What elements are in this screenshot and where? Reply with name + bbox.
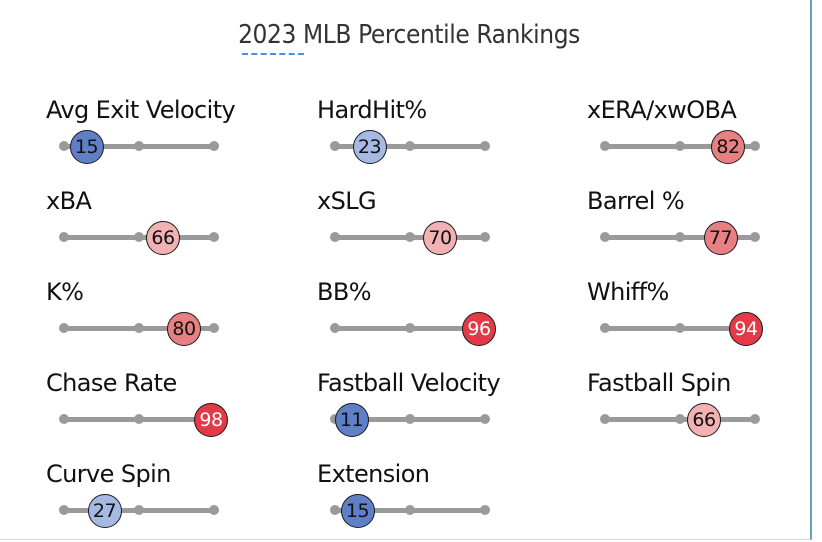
metric-label: K% xyxy=(46,278,84,306)
metric-hardhit: HardHit% 23 xyxy=(317,96,547,176)
track-tick xyxy=(600,232,610,242)
track-tick xyxy=(750,414,760,424)
track-tick xyxy=(600,323,610,333)
track-tick xyxy=(209,232,219,242)
track-tick xyxy=(405,232,415,242)
track-tick xyxy=(134,323,144,333)
track-tick xyxy=(675,414,685,424)
percentile-bubble: 82 xyxy=(711,130,745,164)
metric-label: Extension xyxy=(317,460,430,488)
track-tick xyxy=(750,232,760,242)
metric-chase-rate: Chase Rate 98 xyxy=(46,369,276,449)
metric-extension: Extension 15 xyxy=(317,460,547,540)
percentile-bubble: 94 xyxy=(729,312,763,346)
track-tick xyxy=(59,505,69,515)
track-tick xyxy=(209,505,219,515)
track-tick xyxy=(209,141,219,151)
track-tick xyxy=(675,323,685,333)
track-tick xyxy=(480,414,490,424)
percentile-bubble: 66 xyxy=(687,403,721,437)
metric-k: K% 80 xyxy=(46,278,276,358)
track-tick xyxy=(675,141,685,151)
track-tick xyxy=(600,414,610,424)
percentile-bubble: 66 xyxy=(146,221,180,255)
track-tick xyxy=(405,323,415,333)
title-underline xyxy=(242,53,304,55)
track-tick xyxy=(330,141,340,151)
metric-label: Curve Spin xyxy=(46,460,171,488)
metric-label: BB% xyxy=(317,278,372,306)
track-tick xyxy=(330,323,340,333)
track-tick xyxy=(59,141,69,151)
percentile-bubble: 70 xyxy=(423,221,457,255)
metric-whiff: Whiff% 94 xyxy=(587,278,817,358)
metric-xslg: xSLG 70 xyxy=(317,187,547,267)
percentile-bubble: 15 xyxy=(69,130,104,164)
metric-label: Avg Exit Velocity xyxy=(46,96,236,124)
track-tick xyxy=(480,141,490,151)
track-tick xyxy=(134,505,144,515)
metric-fastball-spin: Fastball Spin 66 xyxy=(587,369,817,449)
percentile-bubble: 15 xyxy=(340,494,375,528)
metric-label: Chase Rate xyxy=(46,369,177,397)
track-tick xyxy=(330,505,340,515)
metric-xba: xBA 66 xyxy=(46,187,276,267)
percentile-bubble: 11 xyxy=(334,403,369,437)
track-tick xyxy=(405,414,415,424)
percentile-bubble: 80 xyxy=(167,312,201,346)
metric-label: Whiff% xyxy=(587,278,669,306)
metric-barrel: Barrel % 77 xyxy=(587,187,817,267)
metric-label: Fastball Spin xyxy=(587,369,731,397)
percentile-bubble: 27 xyxy=(87,494,122,528)
metric-label: xERA/xwOBA xyxy=(587,96,737,124)
track-tick xyxy=(59,323,69,333)
track-tick xyxy=(59,414,69,424)
track-tick xyxy=(209,323,219,333)
track-tick xyxy=(405,505,415,515)
track-tick xyxy=(59,232,69,242)
track-tick xyxy=(675,232,685,242)
percentile-bubble: 96 xyxy=(462,312,496,346)
metric-label: HardHit% xyxy=(317,96,427,124)
track-tick xyxy=(134,232,144,242)
metric-fastball-velocity: Fastball Velocity 11 xyxy=(317,369,547,449)
track-tick xyxy=(330,232,340,242)
metric-label: xBA xyxy=(46,187,92,215)
track-tick xyxy=(405,141,415,151)
chart-title: 2023 MLB Percentile Rankings xyxy=(238,20,580,50)
metric-xera-xwoba: xERA/xwOBA 82 xyxy=(587,96,817,176)
metric-label: Barrel % xyxy=(587,187,685,215)
track-tick xyxy=(750,141,760,151)
metric-bb: BB% 96 xyxy=(317,278,547,358)
percentile-bubble: 23 xyxy=(352,130,387,164)
metric-avg-exit-velocity: Avg Exit Velocity 15 xyxy=(46,96,276,176)
metric-label: Fastball Velocity xyxy=(317,369,501,397)
track-tick xyxy=(600,141,610,151)
metric-label: xSLG xyxy=(317,187,377,215)
track-tick xyxy=(480,505,490,515)
metric-curve-spin: Curve Spin 27 xyxy=(46,460,276,540)
track-tick xyxy=(480,232,490,242)
percentile-bubble: 98 xyxy=(194,403,228,437)
track-tick xyxy=(134,141,144,151)
percentile-bubble: 77 xyxy=(703,221,738,255)
track-tick xyxy=(134,414,144,424)
